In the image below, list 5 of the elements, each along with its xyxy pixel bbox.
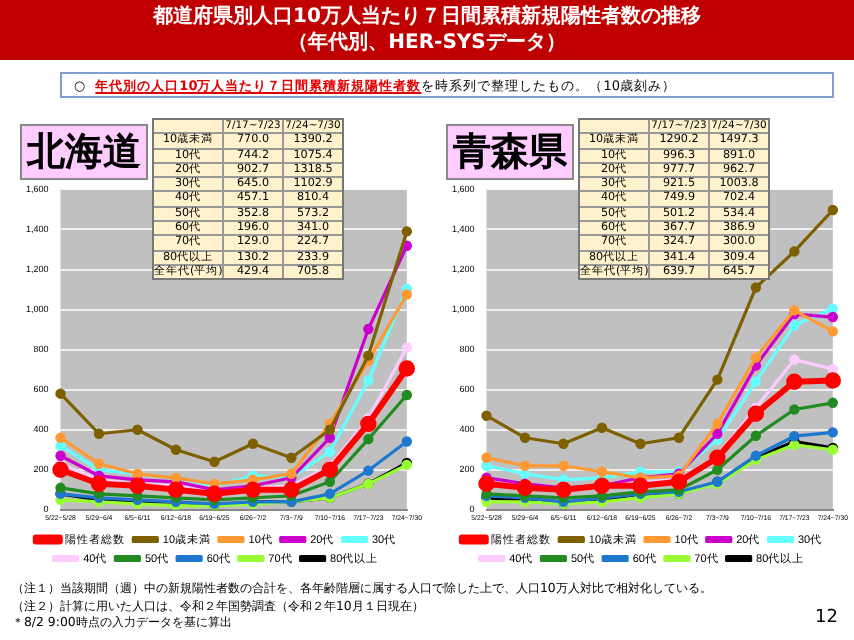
text: 都道府県別人口10万人当たり７日間累積新規陽性者数の推移 bbox=[151, 4, 703, 30]
text: 12 bbox=[815, 608, 838, 628]
chart-title: 北海道 bbox=[20, 124, 148, 180]
text: （年代別、HER-SYSデータ） bbox=[286, 30, 568, 56]
chart-title: 青森県 bbox=[446, 124, 574, 180]
